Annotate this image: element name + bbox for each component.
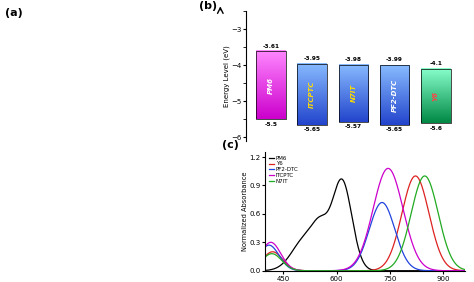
Text: -5.5: -5.5 (264, 122, 278, 127)
ITCPTC (345, 266, 351, 270)
Text: ITCPTC: ITCPTC (310, 80, 315, 108)
N7IT (465, 268, 471, 272)
Bar (338, 65, 368, 122)
PF2-DTC (292, 268, 298, 272)
PM6 (438, 269, 444, 272)
Text: (b): (b) (199, 1, 217, 11)
N7IT (336, 269, 342, 272)
Text: Y6: Y6 (433, 91, 439, 101)
Y6 (336, 269, 342, 272)
PM6 (338, 177, 344, 180)
Text: -3.95: -3.95 (304, 56, 321, 61)
ITCPTC (438, 269, 444, 272)
N7IT (422, 174, 428, 178)
PM6 (336, 180, 342, 183)
Bar (421, 69, 450, 123)
PF2-DTC (438, 269, 444, 272)
PF2-DTC (255, 255, 261, 258)
PM6 (292, 246, 298, 249)
Text: -5.6: -5.6 (429, 125, 442, 131)
Y6 (279, 257, 285, 261)
PM6 (461, 269, 467, 272)
Line: ITCPTC: ITCPTC (258, 168, 468, 271)
Y6 (292, 267, 298, 271)
Text: -3.98: -3.98 (345, 57, 362, 62)
Text: -5.65: -5.65 (386, 127, 403, 132)
Text: -3.61: -3.61 (263, 44, 280, 49)
Line: PF2-DTC: PF2-DTC (258, 202, 468, 271)
ITCPTC (385, 167, 391, 170)
Bar (256, 51, 286, 119)
ITCPTC (336, 268, 342, 272)
PF2-DTC (336, 269, 342, 272)
PF2-DTC (345, 267, 351, 270)
PF2-DTC (461, 269, 467, 272)
N7IT (461, 268, 467, 271)
Text: PF2-DTC: PF2-DTC (392, 78, 398, 111)
Y6 (413, 174, 419, 178)
Y6 (461, 269, 467, 272)
Bar (380, 65, 410, 125)
Text: PM6: PM6 (268, 77, 274, 94)
Text: (a): (a) (5, 8, 22, 18)
N7IT (438, 225, 444, 229)
N7IT (345, 269, 351, 272)
Bar (298, 63, 327, 125)
Line: PM6: PM6 (258, 179, 468, 271)
N7IT (292, 268, 298, 271)
Y6 (255, 262, 261, 266)
Line: N7IT: N7IT (258, 176, 468, 271)
Text: (c): (c) (222, 140, 238, 150)
Text: -3.99: -3.99 (386, 58, 403, 62)
ITCPTC (292, 267, 298, 271)
PF2-DTC (279, 259, 285, 262)
ITCPTC (279, 254, 285, 258)
Y6 (345, 269, 351, 272)
Y6 (438, 254, 444, 258)
PF2-DTC (465, 269, 471, 272)
Text: -4.1: -4.1 (429, 61, 442, 67)
ITCPTC (461, 269, 467, 272)
Text: -5.57: -5.57 (345, 124, 362, 129)
Y-axis label: Energy Level (eV): Energy Level (eV) (223, 45, 230, 107)
PM6 (345, 194, 351, 197)
Text: -5.65: -5.65 (304, 127, 321, 132)
Line: Y6: Y6 (258, 176, 468, 271)
ITCPTC (465, 269, 471, 272)
N7IT (255, 262, 261, 266)
Y6 (329, 269, 335, 272)
Text: N7IT: N7IT (350, 84, 356, 102)
N7IT (333, 269, 338, 272)
N7IT (279, 259, 285, 263)
Y-axis label: Normalized Absorbance: Normalized Absorbance (242, 172, 248, 251)
Legend: PM6, Y6, PF2-DTC, ITCPTC, N7IT: PM6, Y6, PF2-DTC, ITCPTC, N7IT (268, 155, 299, 184)
PF2-DTC (379, 201, 385, 204)
Y6 (465, 269, 471, 272)
ITCPTC (255, 256, 261, 259)
PM6 (279, 262, 285, 266)
PM6 (255, 269, 261, 272)
PM6 (465, 269, 471, 272)
